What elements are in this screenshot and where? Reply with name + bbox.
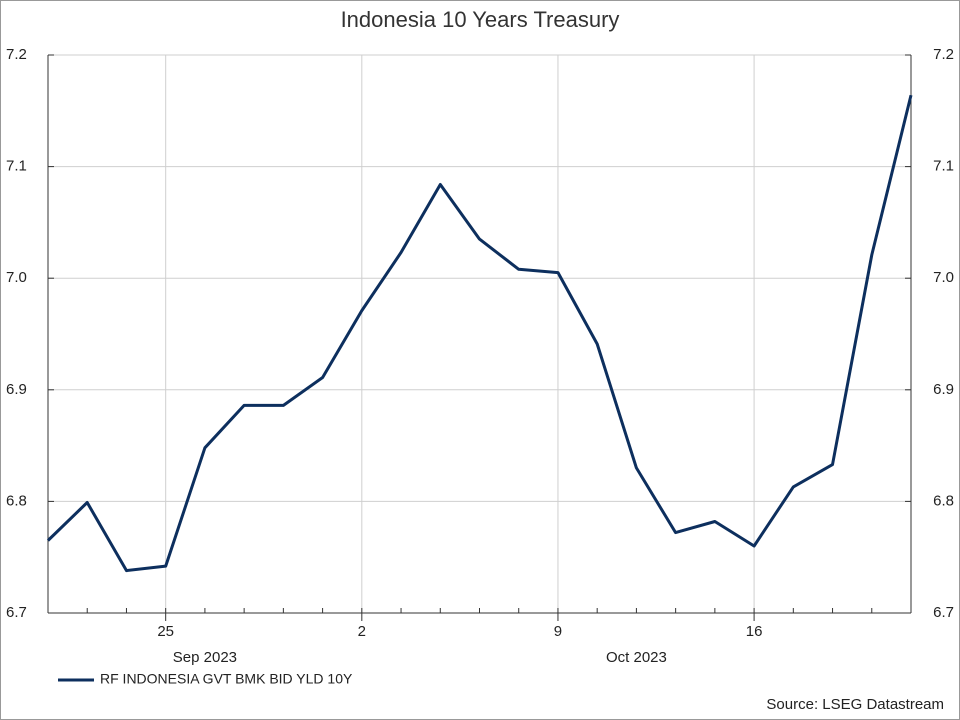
y2-tick-label: 6.8	[933, 492, 954, 509]
chart-title: Indonesia 10 Years Treasury	[341, 7, 620, 32]
y-tick-label: 7.1	[6, 158, 27, 175]
x-group-label: Oct 2023	[606, 649, 667, 666]
y2-tick-label: 6.7	[933, 604, 954, 621]
line	[46, 94, 913, 573]
y2-tick-label: 7.0	[933, 269, 954, 286]
x-tick-label: 16	[746, 623, 763, 640]
legend-label: RF INDONESIA GVT BMK BID YLD 10Y	[100, 671, 353, 687]
y-tick-label: 7.0	[6, 269, 27, 286]
y2-tick-label: 7.2	[933, 46, 954, 63]
y2-tick-label: 6.9	[933, 381, 954, 398]
source: Source: LSEG Datastream	[766, 696, 944, 713]
y2-tick-label: 7.1	[933, 158, 954, 175]
x-group-label: Sep 2023	[173, 649, 237, 666]
x-tick-label: 9	[554, 623, 562, 640]
x-tick-label: 2	[358, 623, 366, 640]
y-tick-label: 6.9	[6, 381, 27, 398]
y-tick-label: 7.2	[6, 46, 27, 63]
y-tick-label: 6.7	[6, 604, 27, 621]
x-tick-label: 25	[157, 623, 174, 640]
y-tick-label: 6.8	[6, 492, 27, 509]
